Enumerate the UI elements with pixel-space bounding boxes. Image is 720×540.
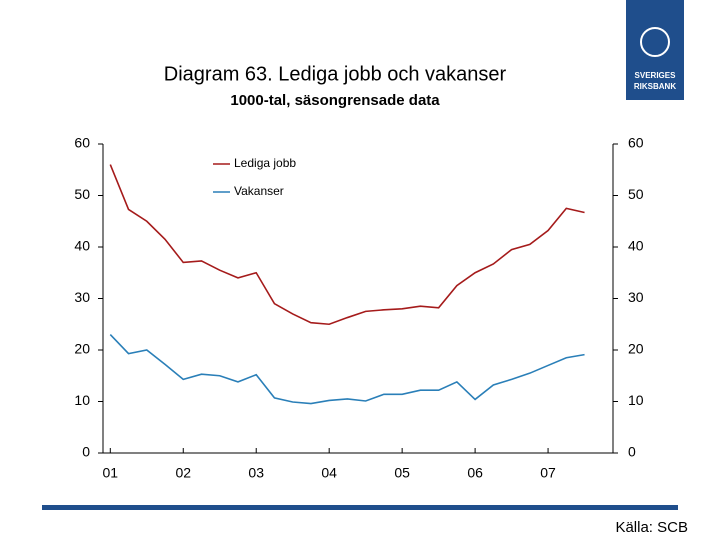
x-tick-label: 06 (467, 465, 483, 481)
logo-text: RIKSBANK (634, 82, 676, 91)
x-tick-label: 02 (175, 465, 191, 481)
chart-title: Diagram 63. Lediga jobb och vakanser (164, 63, 507, 85)
y2-tick-label: 20 (628, 341, 644, 357)
y2-tick-label: 0 (628, 444, 636, 460)
y-tick-label: 40 (74, 238, 90, 254)
y2-tick-label: 40 (628, 238, 644, 254)
legend-label: Vakanser (234, 184, 284, 198)
x-tick-label: 07 (540, 465, 556, 481)
x-tick-label: 05 (394, 465, 410, 481)
x-tick-label: 01 (103, 465, 119, 481)
source: Källa: SCB (615, 519, 688, 536)
footer-rule (42, 505, 678, 510)
y-tick-label: 50 (74, 186, 90, 202)
y-tick-label: 10 (74, 392, 90, 408)
y-tick-label: 0 (82, 444, 90, 460)
data-line (109, 333, 585, 405)
y2-tick-label: 60 (628, 135, 644, 151)
legend-box (193, 150, 328, 206)
y2-tick-label: 30 (628, 289, 644, 305)
y2-tick-label: 10 (628, 392, 644, 408)
y-tick-label: 30 (74, 289, 90, 305)
x-tick-label: 03 (248, 465, 264, 481)
y-tick-label: 60 (74, 135, 90, 151)
logo: SVERIGES RIKSBANK (626, 0, 684, 100)
y2-tick-label: 50 (628, 186, 644, 202)
chart-subtitle: 1000-tal, säsongrensade data (230, 92, 440, 109)
y-tick-label: 20 (74, 341, 90, 357)
logo-background (626, 0, 684, 100)
x-tick-label: 04 (321, 465, 337, 481)
logo-emblem (640, 27, 670, 57)
logo-text: SVERIGES (635, 71, 677, 80)
data-line (109, 164, 585, 326)
legend-label: Lediga jobb (234, 156, 296, 170)
